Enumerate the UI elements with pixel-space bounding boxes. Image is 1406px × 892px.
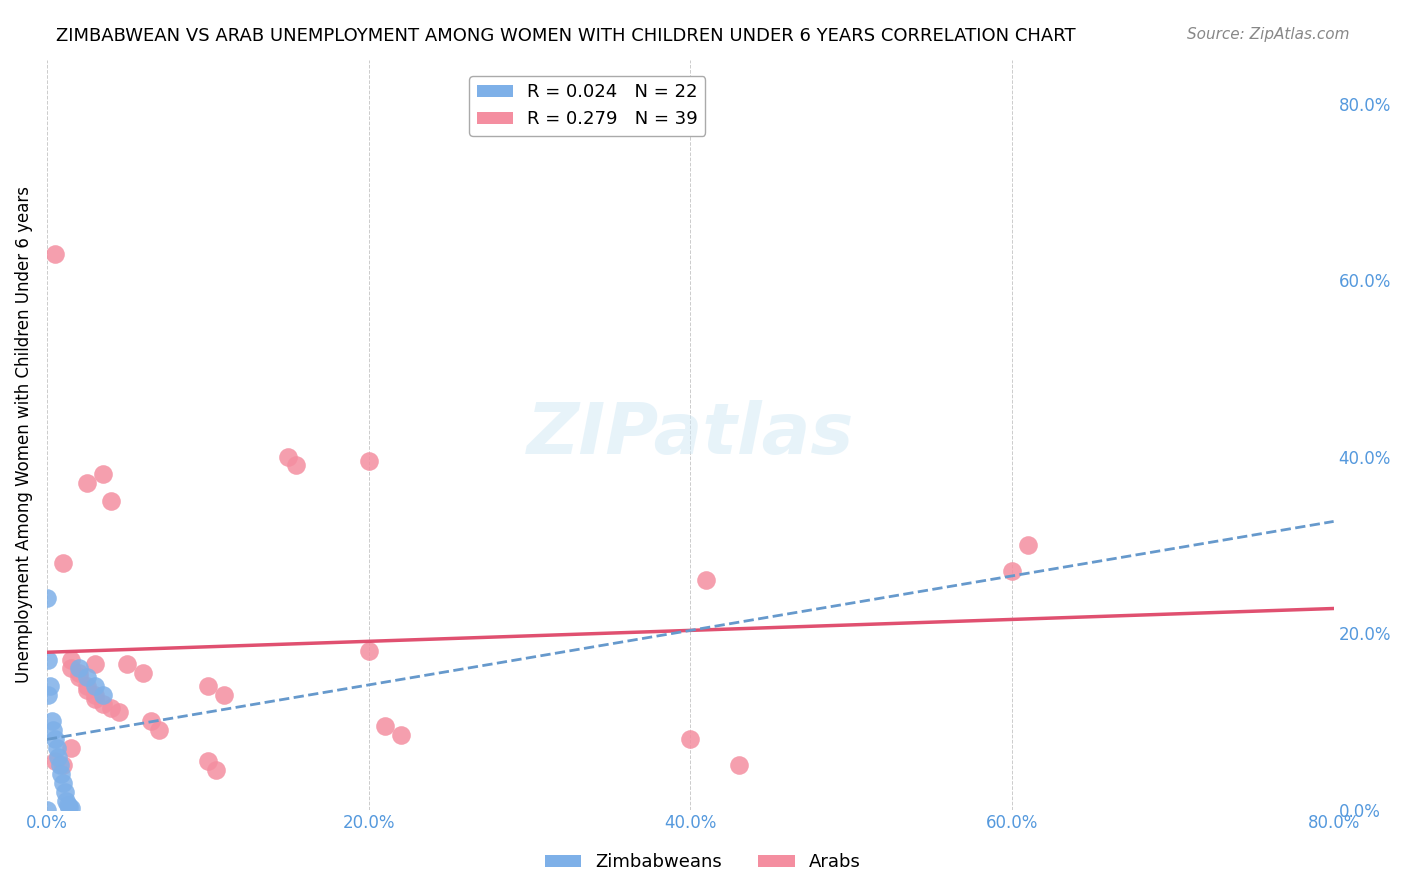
Point — [67, 661, 90, 675]
Legend: R = 0.024   N = 22, R = 0.279   N = 39: R = 0.024 N = 22, R = 0.279 N = 39 — [470, 76, 706, 136]
Point — [357, 454, 380, 468]
Point — [56, 798, 79, 813]
Point — [42, 723, 65, 738]
Point — [35, 803, 58, 817]
Legend: Zimbabweans, Arabs: Zimbabweans, Arabs — [538, 847, 868, 879]
Point — [44, 754, 66, 768]
Point — [58, 800, 80, 814]
Point — [197, 679, 219, 693]
Point — [91, 697, 114, 711]
Point — [37, 688, 59, 702]
Point — [148, 723, 170, 738]
Point — [76, 679, 98, 693]
Point — [76, 670, 98, 684]
Point — [141, 714, 163, 729]
Point — [204, 763, 226, 777]
Point — [277, 450, 299, 464]
Point — [212, 688, 235, 702]
Point — [52, 758, 75, 772]
Point — [60, 652, 83, 666]
Point — [60, 740, 83, 755]
Point — [76, 683, 98, 698]
Point — [285, 458, 308, 473]
Point — [197, 754, 219, 768]
Point — [679, 731, 702, 746]
Point — [52, 556, 75, 570]
Point — [67, 665, 90, 680]
Point — [76, 476, 98, 491]
Point — [357, 644, 380, 658]
Text: Source: ZipAtlas.com: Source: ZipAtlas.com — [1187, 27, 1350, 42]
Point — [84, 679, 107, 693]
Point — [84, 688, 107, 702]
Point — [389, 727, 412, 741]
Point — [100, 493, 122, 508]
Point — [39, 679, 62, 693]
Point — [1001, 564, 1024, 578]
Point — [52, 776, 75, 790]
Point — [60, 661, 83, 675]
Point — [84, 692, 107, 706]
Point — [132, 665, 155, 680]
Point — [727, 758, 749, 772]
Point — [108, 706, 131, 720]
Point — [67, 670, 90, 684]
Point — [91, 467, 114, 482]
Point — [37, 652, 59, 666]
Point — [46, 749, 69, 764]
Point — [45, 740, 67, 755]
Point — [35, 591, 58, 605]
Point — [117, 657, 139, 671]
Y-axis label: Unemployment Among Women with Children Under 6 years: Unemployment Among Women with Children U… — [15, 186, 32, 683]
Point — [55, 794, 77, 808]
Point — [60, 801, 83, 815]
Point — [44, 731, 66, 746]
Point — [41, 714, 63, 729]
Point — [84, 657, 107, 671]
Point — [374, 719, 396, 733]
Point — [100, 701, 122, 715]
Point — [51, 767, 73, 781]
Text: ZIMBABWEAN VS ARAB UNEMPLOYMENT AMONG WOMEN WITH CHILDREN UNDER 6 YEARS CORRELAT: ZIMBABWEAN VS ARAB UNEMPLOYMENT AMONG WO… — [56, 27, 1076, 45]
Point — [695, 573, 717, 587]
Point — [1017, 538, 1039, 552]
Point — [91, 688, 114, 702]
Point — [49, 758, 72, 772]
Point — [53, 785, 76, 799]
Point — [44, 246, 66, 260]
Text: ZIPatlas: ZIPatlas — [527, 401, 853, 469]
